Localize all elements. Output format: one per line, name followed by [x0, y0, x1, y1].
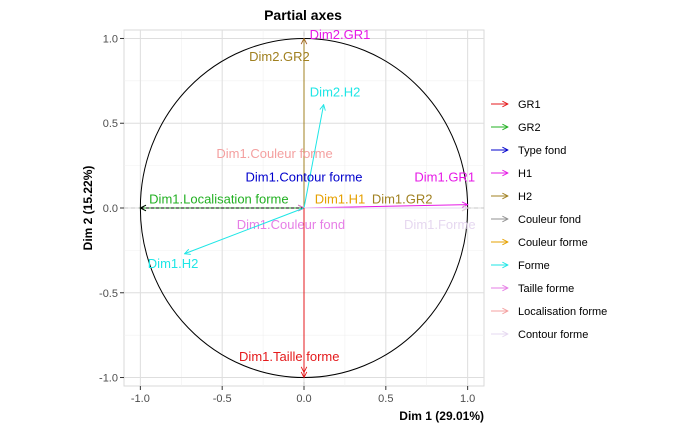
legend-entry-label: Taille forme [518, 283, 574, 295]
arrow-label: Dim1.H2 [148, 256, 199, 271]
x-axis-label: Dim 1 (29.01%) [399, 409, 484, 423]
x-tick-label: -1.0 [131, 393, 150, 405]
legend-entry-label: GR2 [518, 122, 541, 134]
arrow-label: Dim2.GR2 [249, 49, 310, 64]
legend-entry-label: Couleur fond [518, 214, 581, 226]
partial-axis-arrow [185, 207, 305, 254]
legend-entry-label: H1 [518, 168, 532, 180]
partial-axis-arrow [303, 205, 468, 209]
y-tick-label: 0.0 [103, 203, 118, 215]
y-tick-label: 0.5 [103, 118, 118, 130]
y-axis-label: Dim 2 (15.22%) [81, 166, 95, 251]
arrow-label: Dim1.H1 [315, 192, 366, 207]
legend-entry-label: H2 [518, 191, 532, 203]
x-axis-ticks: -1.0 -0.5 0.0 0.5 1.0 [131, 386, 475, 405]
x-tick-label: 0.5 [378, 393, 393, 405]
legend-entry-label: GR1 [518, 99, 541, 111]
arrow-label: Dim2.H2 [310, 85, 361, 100]
chart-title: Partial axes [264, 7, 342, 23]
arrow-label: Dim1.Contour forme [245, 169, 362, 184]
legend-entry-label: Contour forme [518, 329, 588, 341]
arrow-label: Dim1.Taille forme [239, 349, 339, 364]
y-axis-ticks: -1.0 -0.5 0.0 0.5 1.0 [99, 33, 124, 385]
y-tick-label: -1.0 [99, 373, 118, 385]
arrow-label: Dim1.Couleur forme [216, 146, 332, 161]
arrow-label: Dim1.Localisation forme [149, 192, 288, 207]
x-tick-label: 0.0 [296, 393, 311, 405]
partial-axis-arrow [303, 105, 324, 209]
legend-entry-label: Type fond [518, 145, 566, 157]
legend-entry-label: Couleur forme [518, 237, 588, 249]
x-tick-label: 1.0 [460, 393, 475, 405]
y-tick-label: -0.5 [99, 288, 118, 300]
x-tick-label: -0.5 [213, 393, 232, 405]
arrow-label: Dim1.GR2 [372, 192, 433, 207]
legend-entry-label: Forme [518, 260, 550, 272]
arrow-label: Dim1.Couleur fond [237, 217, 345, 232]
arrow-label: Dim1.GR1 [414, 169, 475, 184]
arrow-label: Dim2.GR1 [310, 27, 371, 42]
legend-entry-label: Localisation forme [518, 306, 607, 318]
arrow-label: Dim1.Forme [404, 217, 476, 232]
legend: GR1 GR2 Type fond H1 H2 Couleur fond Couleur f… [491, 99, 607, 341]
y-tick-label: 1.0 [103, 33, 118, 45]
